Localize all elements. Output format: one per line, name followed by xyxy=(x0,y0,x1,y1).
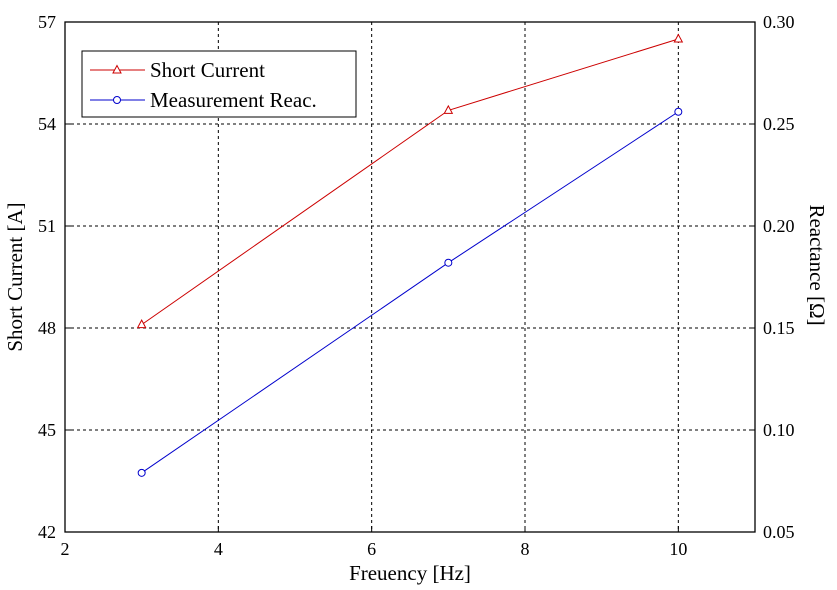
plot-frame xyxy=(64,21,756,533)
legend-marker xyxy=(112,64,122,74)
y-right-tick-label: 0.10 xyxy=(763,420,795,440)
legend-symbol-measurement-reac xyxy=(90,96,145,104)
y-right-tick-label: 0.15 xyxy=(763,318,795,338)
y-left-tick-label: 48 xyxy=(38,318,56,338)
grid xyxy=(65,22,755,532)
tick-labels: 2 4 6 8 10 42 45 48 51 54 57 0.05 0.10 0.15 0.20 0.25 0.… xyxy=(38,12,795,559)
y-right-tick-label: 0.05 xyxy=(763,522,795,542)
legend-label-measurement-reac: Measurement Reac. xyxy=(150,88,317,112)
y-right-tick-label: 0.25 xyxy=(763,114,795,134)
y-left-tick-label: 42 xyxy=(38,522,56,542)
x-tick-label: 4 xyxy=(214,539,223,559)
x-axis-title: Freuency [Hz] xyxy=(349,561,471,585)
data-point-short-current xyxy=(443,104,454,114)
plot-series xyxy=(136,33,684,477)
y-left-tick-label: 45 xyxy=(38,420,56,440)
y-right-tick-label: 0.30 xyxy=(763,12,795,32)
series-line-measurement-reac xyxy=(141,111,679,474)
legend-box xyxy=(81,50,357,118)
data-point-measurement-reac xyxy=(137,468,146,477)
x-tick-label: 8 xyxy=(521,539,530,559)
data-point-measurement-reac xyxy=(444,258,453,267)
x-tick-label: 2 xyxy=(61,539,70,559)
x-tick-label: 6 xyxy=(367,539,376,559)
y-left-tick-label: 57 xyxy=(38,12,56,32)
y-left-tick-label: 51 xyxy=(38,216,56,236)
data-point-short-current xyxy=(136,319,147,329)
x-tick-label: 10 xyxy=(669,539,687,559)
legend-label-short-current: Short Current xyxy=(150,58,265,82)
legend-symbol-short-current xyxy=(90,64,145,74)
legend-marker xyxy=(113,96,121,104)
data-point-short-current xyxy=(673,33,684,43)
data-point-measurement-reac xyxy=(674,107,683,116)
y-left-tick-label: 54 xyxy=(38,114,56,134)
y-right-tick-label: 0.20 xyxy=(763,216,795,236)
legend: Short Current Measurement Reac. xyxy=(81,50,357,118)
y-right-axis-title: Reactance [Ω] xyxy=(805,204,829,325)
y-left-axis-title: Short Current [A] xyxy=(3,202,27,351)
